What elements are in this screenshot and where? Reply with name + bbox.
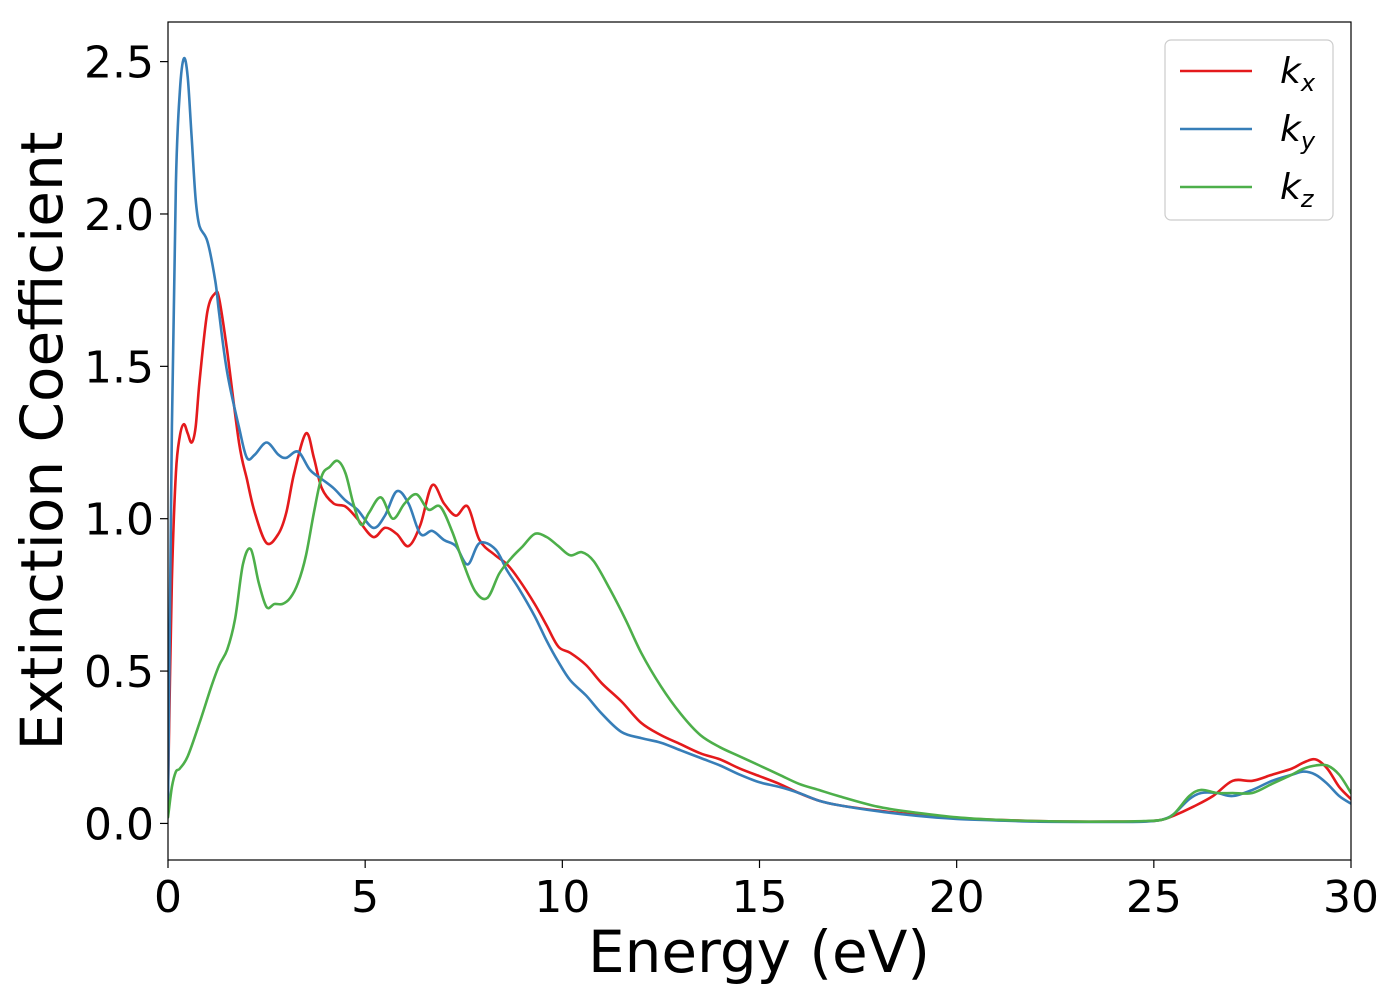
x-tick-label: 20	[929, 872, 985, 923]
legend-label-x: kx	[1280, 51, 1316, 97]
y-tick-label: 0.0	[84, 799, 154, 850]
x-tick-label: 25	[1126, 872, 1182, 923]
legend: kx ky kz	[1164, 39, 1334, 221]
y-tick-label: 2.5	[84, 38, 154, 89]
y-tick-label: 2.0	[84, 190, 154, 241]
legend-label-y: ky	[1280, 109, 1316, 155]
y-tick-label: 1.5	[84, 342, 154, 393]
x-tick-label: 0	[154, 872, 182, 923]
x-tick-label: 10	[534, 872, 590, 923]
series-line-z	[168, 459, 1351, 823]
y-tick-label: 1.0	[84, 495, 154, 546]
x-tick-label: 15	[732, 872, 788, 923]
x-tick-label: 5	[351, 872, 379, 923]
y-axis-title: Extinction Coefficient	[8, 132, 76, 751]
x-axis-title: Energy (eV)	[588, 918, 930, 986]
x-tick-label: 30	[1323, 872, 1379, 923]
x-axis-ticks: 0 5 10 15 20 25 30	[154, 860, 1379, 923]
y-tick-label: 0.5	[84, 647, 154, 698]
legend-label-z: kz	[1280, 167, 1315, 213]
y-axis-ticks: 0.0 0.5 1.0 1.5 2.0 2.5	[84, 38, 168, 850]
series-layer	[168, 56, 1351, 824]
